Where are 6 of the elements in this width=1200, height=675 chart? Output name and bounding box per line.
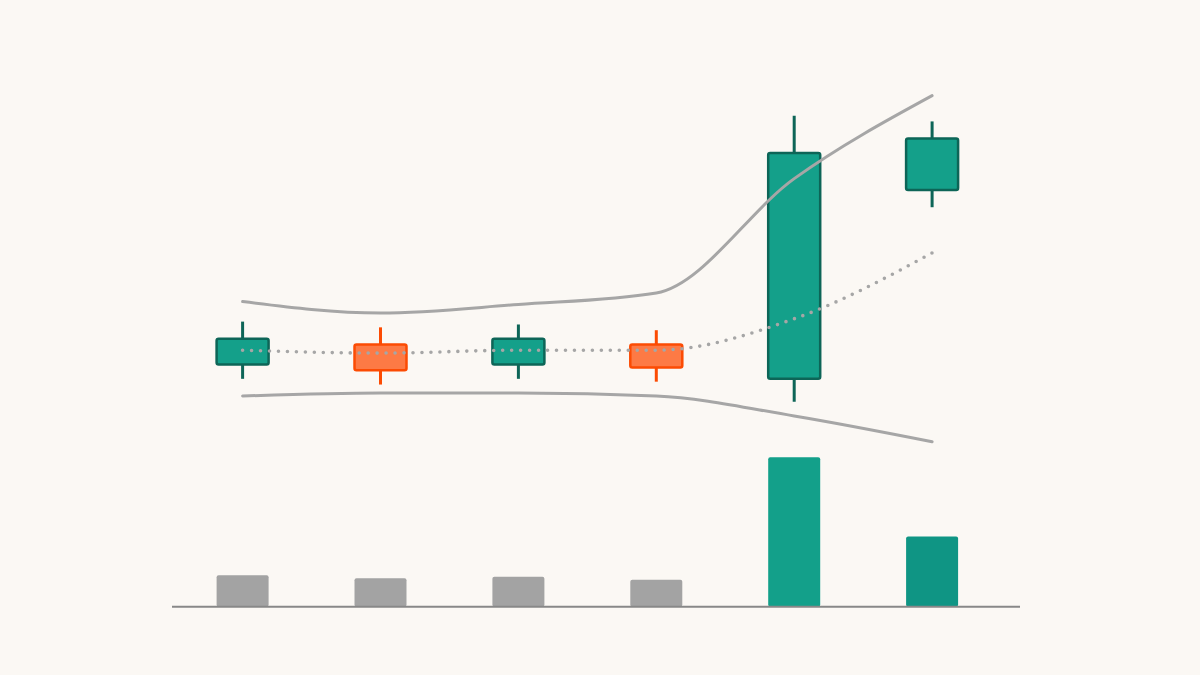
bar	[492, 576, 545, 607]
bar	[906, 536, 959, 607]
bar	[216, 575, 269, 607]
bar	[630, 579, 683, 607]
bar	[768, 457, 821, 607]
bar	[354, 578, 407, 607]
